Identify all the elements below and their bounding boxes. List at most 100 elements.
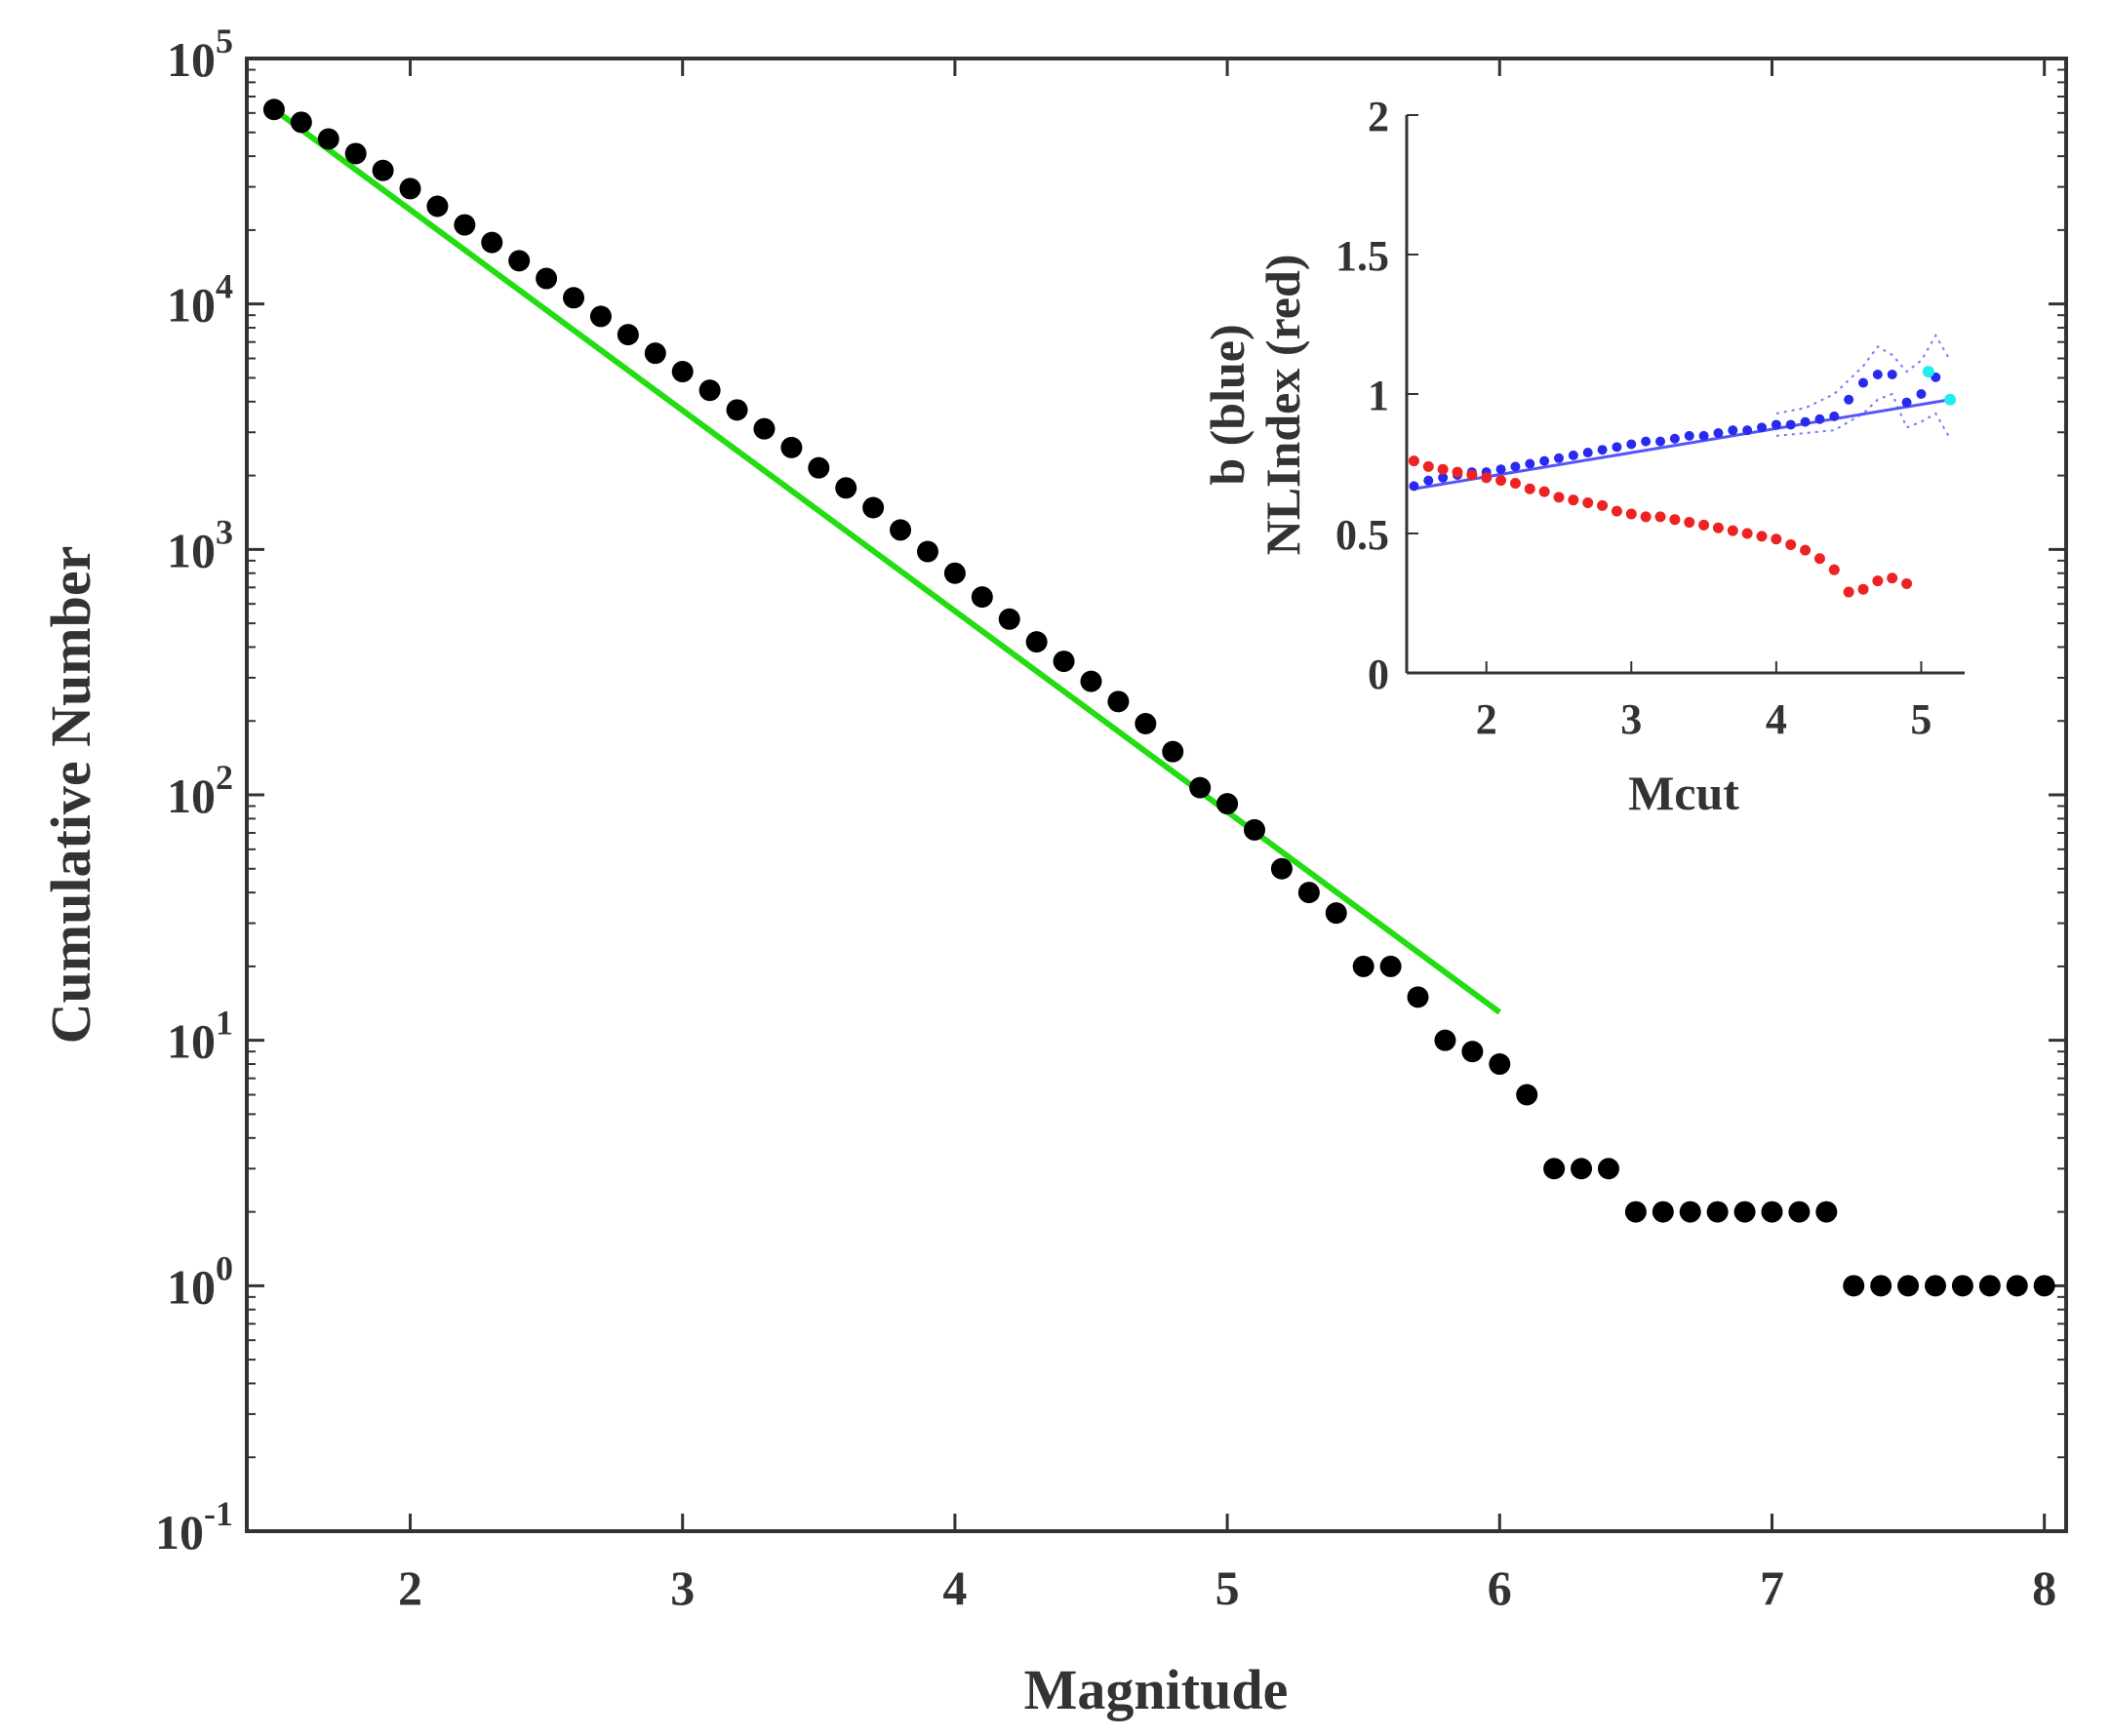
fit-line <box>272 106 1502 1015</box>
data-point <box>890 519 912 541</box>
main-x-tick-label: 6 <box>1488 1560 1512 1615</box>
b-value-point <box>1916 389 1927 399</box>
b-value-point <box>1829 411 1840 421</box>
inset-x-tick-label: 5 <box>1910 695 1932 743</box>
data-point <box>1924 1275 1946 1297</box>
inset-y-axis-title-line1: b (blue) <box>1200 324 1255 485</box>
main-y-tick-label: 101 <box>167 1004 233 1069</box>
nlindex-point <box>1452 466 1463 478</box>
highlight-point <box>1922 366 1934 378</box>
b-value-point <box>1539 455 1550 466</box>
nlindex-point <box>1509 478 1521 490</box>
data-point <box>1733 1201 1756 1223</box>
b-value-point <box>1742 425 1753 436</box>
main-x-tick-label: 4 <box>942 1560 967 1615</box>
inset-plot: 2 3 4 5 0 0.5 1 1.5 2 Mcut b (blue) NLIndex (re… <box>1200 93 1965 820</box>
data-point <box>1571 1158 1593 1180</box>
nlindex-point <box>1481 472 1493 484</box>
data-point <box>536 267 558 290</box>
b-value-point <box>1438 472 1449 483</box>
data-point <box>426 195 449 217</box>
b-error-lower-line <box>1775 392 1952 440</box>
b-value-point <box>1525 458 1535 469</box>
nlindex-point <box>1872 575 1884 587</box>
data-point <box>290 111 312 134</box>
data-point <box>971 586 993 609</box>
b-value-point <box>1887 369 1897 379</box>
nlindex-point <box>1538 486 1550 497</box>
nlindex-point <box>1422 460 1434 472</box>
data-point <box>1244 818 1266 841</box>
inset-x-tick-label: 2 <box>1476 695 1497 743</box>
data-point <box>1325 902 1347 925</box>
nlindex-point <box>1712 522 1724 533</box>
main-y-tick-label: 103 <box>167 512 233 577</box>
data-point <box>780 436 803 458</box>
b-value-point <box>1409 481 1419 492</box>
data-point <box>1843 1275 1865 1297</box>
nlindex-point <box>1727 525 1738 536</box>
data-point <box>1270 857 1293 880</box>
data-point <box>399 178 421 200</box>
data-point <box>808 456 830 479</box>
inset-y-tick-labels: 0 0.5 1 1.5 2 <box>1335 93 1389 698</box>
data-point <box>508 250 531 272</box>
nlindex-point <box>1828 564 1840 575</box>
inset-y-tick-label: 2 <box>1368 93 1389 140</box>
data-point <box>2033 1275 2055 1297</box>
data-point <box>1951 1275 1973 1297</box>
nlindex-point <box>1524 483 1535 494</box>
b-value-point <box>1626 439 1637 450</box>
b-value-point <box>1684 430 1694 441</box>
main-x-tick-label: 7 <box>1760 1560 1784 1615</box>
data-point <box>262 99 285 121</box>
main-y-tick-labels: 10-1 100 101 102 103 104 105 <box>155 21 233 1559</box>
data-point <box>481 231 503 254</box>
b-value-point <box>1757 422 1767 433</box>
b-value-point <box>1612 442 1622 453</box>
data-point <box>753 417 776 440</box>
b-value-point <box>1669 433 1680 444</box>
data-point <box>698 379 721 402</box>
b-value-point <box>1597 445 1608 455</box>
data-point <box>563 287 585 309</box>
nlindex-point <box>1466 469 1478 481</box>
b-value-point <box>1582 448 1593 458</box>
main-y-tick-label: 100 <box>167 1248 233 1314</box>
data-point <box>916 540 938 563</box>
data-point <box>862 496 885 519</box>
nlindex-point <box>1669 514 1681 526</box>
nlindex-point <box>1640 511 1652 523</box>
nlindex-point <box>1771 533 1782 545</box>
main-x-tick-label: 3 <box>670 1560 695 1615</box>
data-point <box>1516 1084 1538 1106</box>
b-value-point <box>1495 464 1506 475</box>
nlindex-point <box>1887 572 1898 584</box>
inset-x-tick-labels: 2 3 4 5 <box>1476 695 1932 743</box>
main-x-tick-label: 8 <box>2032 1560 2056 1615</box>
data-point <box>1788 1201 1811 1223</box>
highlight-point <box>1944 393 1957 406</box>
data-point <box>1652 1201 1674 1223</box>
main-y-tick-label: 105 <box>167 21 233 87</box>
inset-y-tick-label: 1.5 <box>1335 232 1389 280</box>
inset-x-tick-label: 3 <box>1620 695 1642 743</box>
data-point <box>589 305 612 328</box>
data-point <box>1080 670 1102 692</box>
nlindex-point <box>1611 505 1622 517</box>
main-series <box>262 99 2055 1297</box>
main-y-tick-label: 104 <box>167 267 233 333</box>
data-point <box>1978 1275 2001 1297</box>
b-value-point <box>1901 397 1912 408</box>
nlindex-point <box>1654 511 1666 523</box>
b-value-point <box>1858 377 1868 388</box>
nlindex-point <box>1582 497 1594 509</box>
inset-series <box>1408 333 1957 598</box>
main-x-tick-labels: 2 3 4 5 6 7 8 <box>398 1560 2056 1615</box>
b-value-point <box>1800 416 1811 427</box>
inset-y-axis-title-line2: NLIndex (red) <box>1255 255 1310 556</box>
inset-y-tick-label: 1 <box>1368 372 1389 419</box>
b-value-point <box>1844 394 1854 405</box>
data-point <box>1897 1275 1920 1297</box>
